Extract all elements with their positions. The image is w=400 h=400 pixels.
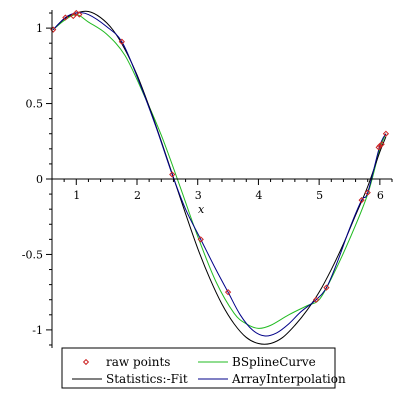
- legend-label-arrayinterpolation: ArrayInterpolation: [231, 372, 346, 386]
- raw-point: [118, 38, 125, 45]
- legend-label-statistics-fit: Statistics:-Fit: [106, 372, 188, 386]
- axis-ticks: 1 2 3 4 5 6 -1 -0.5 0 0.5 1: [22, 12, 393, 346]
- raw-point: [312, 296, 320, 303]
- y-tick-label: 0: [36, 173, 43, 186]
- raw-points-markers: [50, 9, 390, 303]
- x-tick-label: 6: [377, 189, 384, 202]
- raw-point: [364, 189, 371, 196]
- raw-point: [378, 141, 385, 148]
- arrayinterpolation-line: [52, 12, 387, 337]
- bsplinecurve-line: [52, 14, 387, 329]
- raw-point: [197, 236, 204, 243]
- plot-curves: [52, 10, 387, 345]
- raw-point: [73, 9, 80, 17]
- legend: raw points BSplineCurve Statistics:-Fit Arr…: [61, 347, 346, 389]
- raw-point: [70, 12, 77, 20]
- legend-label-bsplinecurve: BSplineCurve: [232, 355, 316, 369]
- y-tick-label: 1: [36, 22, 43, 35]
- y-tick-label: 0.5: [26, 98, 44, 111]
- raw-point: [224, 289, 232, 296]
- x-tick-label: 4: [255, 189, 262, 202]
- x-tick-label: 3: [195, 189, 202, 202]
- legend-marker-raw-points: [82, 358, 90, 366]
- raw-point: [62, 14, 69, 21]
- x-axis-title: x: [198, 203, 205, 216]
- raw-point: [358, 197, 365, 204]
- y-tick-label: -0.5: [22, 248, 43, 261]
- legend-box: [61, 347, 336, 389]
- statistics-fit-line: [52, 10, 387, 345]
- x-tick-label: 1: [73, 189, 80, 202]
- raw-point: [76, 11, 83, 18]
- raw-point: [382, 130, 390, 137]
- x-tick-label: 5: [316, 189, 323, 202]
- raw-point: [376, 142, 383, 149]
- raw-point: [169, 171, 176, 178]
- x-tick-label: 2: [134, 189, 141, 202]
- legend-label-raw-points: raw points: [106, 355, 170, 369]
- y-tick-label: -1: [32, 324, 43, 337]
- raw-point: [323, 284, 330, 291]
- raw-point: [375, 144, 382, 151]
